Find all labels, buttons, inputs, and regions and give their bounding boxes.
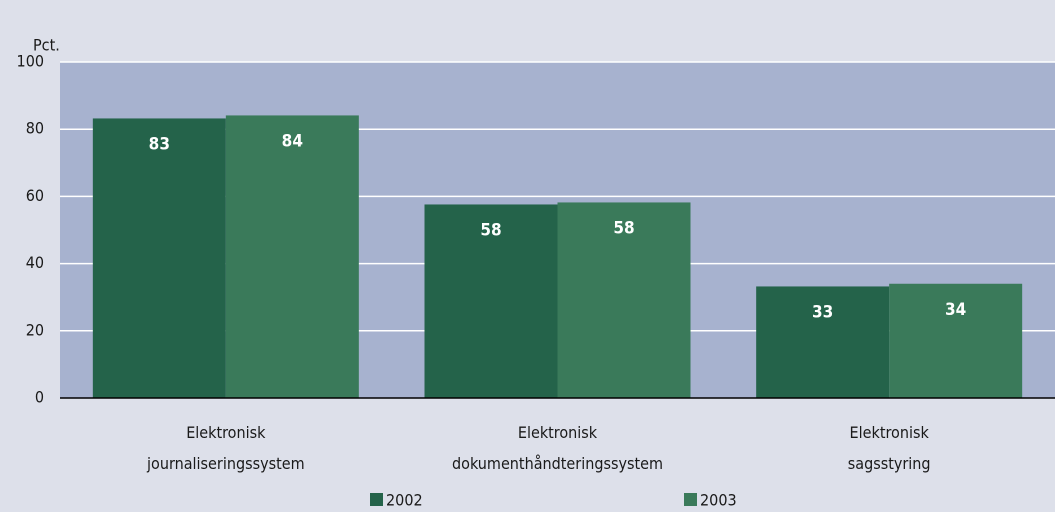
legend-label: 2002 (386, 491, 423, 510)
y-tick-label: 100 (17, 52, 44, 71)
bar (557, 202, 691, 398)
y-tick-label: 60 (26, 186, 44, 205)
y-tick-label: 0 (35, 388, 44, 407)
value-label: 58 (613, 218, 634, 238)
legend-swatch (370, 493, 383, 506)
legend-label: 2003 (700, 491, 737, 510)
value-label: 34 (945, 300, 966, 320)
y-axis-label: Pct. (33, 36, 60, 55)
x-tick-label: Elektronisk sagsstyring (848, 423, 931, 473)
bar (889, 283, 1023, 398)
x-tick-label-line: dokumenthåndteringssystem (452, 454, 663, 473)
x-tick-label: Elektronisk journaliseringssystem (146, 423, 305, 473)
x-tick-label-line: Elektronisk (186, 423, 266, 442)
y-tick-label: 20 (26, 320, 44, 339)
bar (92, 118, 226, 398)
bar (424, 204, 558, 398)
legend-swatch (684, 493, 697, 506)
y-tick-label: 80 (26, 119, 44, 138)
value-label: 58 (480, 220, 501, 240)
x-tick-label-line: Elektronisk (850, 423, 930, 442)
x-tick-label-line: journaliseringssystem (146, 454, 305, 473)
x-tick-label-line: Elektronisk (518, 423, 598, 442)
x-tick-label-line: sagsstyring (848, 454, 931, 473)
value-label: 84 (282, 131, 303, 151)
bar (225, 115, 359, 398)
y-tick-label: 40 (26, 253, 44, 272)
bar (756, 286, 890, 398)
x-tick-label: Elektronisk dokumenthåndteringssystem (452, 423, 663, 473)
value-label: 33 (812, 302, 833, 322)
value-label: 83 (149, 134, 170, 154)
